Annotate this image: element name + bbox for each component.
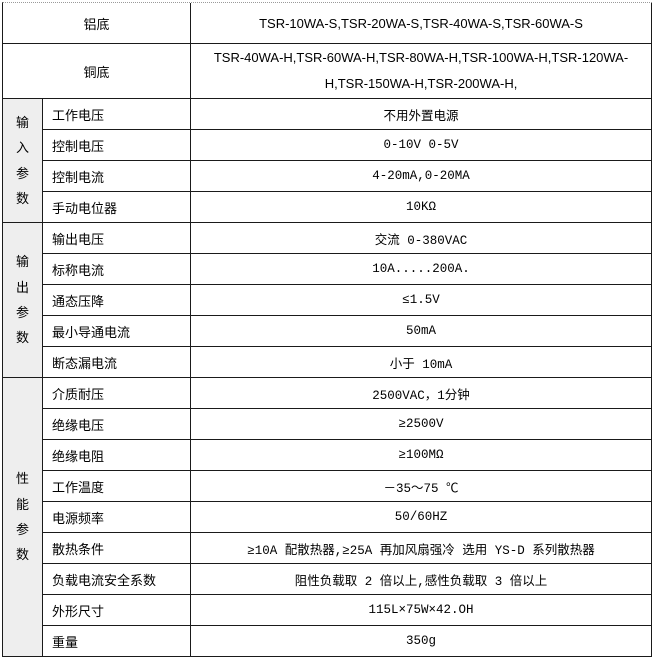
group-header-performance-params: 性能参数 [3,378,43,657]
param-value: 0-10V 0-5V [191,130,653,161]
param-value: 阻性负载取 2 倍以上,感性负载取 3 倍以上 [191,564,653,595]
base-type-label: 铜底 [3,44,192,99]
param-value: －35～75 ℃ [191,471,653,502]
param-label: 控制电流 [43,161,192,192]
group-header-output-params: 输出参数 [3,223,43,378]
param-label: 最小导通电流 [43,316,192,347]
group-label: 性能参数 [15,471,29,563]
param-value: 小于 10mA [191,347,653,378]
param-label: 绝缘电压 [43,409,192,440]
param-label: 控制电压 [43,130,192,161]
param-label: 标称电流 [43,254,192,285]
table-row: 手动电位器 10KΩ [3,192,653,223]
table-row: 绝缘电阻 ≥100MΩ [3,440,653,471]
param-value: 10A.....200A. [191,254,653,285]
table-row: 通态压降 ≤1.5V [3,285,653,316]
table-row: 外形尺寸 115L×75W×42.OH [3,595,653,626]
param-label: 重量 [43,626,192,657]
table-row: 输出参数 输出电压 交流 0-380VAC [3,223,653,378]
param-label: 断态漏电流 [43,347,192,378]
table-row: 性能参数 介质耐压 2500VAC，1分钟 [3,378,653,657]
param-value: 350g [191,626,653,657]
table-row: 标称电流 10A.....200A. [3,254,653,285]
table-row: 散热条件 ≥10A 配散热器,≥25A 再加风扇强冷 选用 YS-D 系列散热器 [3,533,653,564]
param-value: ≥100MΩ [191,440,653,471]
table-row: 最小导通电流 50mA [3,316,653,347]
param-label: 手动电位器 [43,192,192,223]
param-value: 不用外置电源 [191,99,653,130]
param-label: 工作电压 [43,99,192,130]
param-value: 115L×75W×42.OH [191,595,653,626]
param-label: 介质耐压 [43,378,192,409]
param-value: 4-20mA,0-20MA [191,161,653,192]
param-value: ≤1.5V [191,285,653,316]
table-row: 控制电压 0-10V 0-5V [3,130,653,161]
model-list: TSR-40WA-H,TSR-60WA-H,TSR-80WA-H,TSR-100… [191,44,653,99]
param-label: 散热条件 [43,533,192,564]
param-label: 输出电压 [43,223,192,254]
group-label: 输出参数 [15,254,29,346]
table-row-copper-base: 铜底 TSR-40WA-H,TSR-60WA-H,TSR-80WA-H,TSR-… [3,44,653,99]
param-value: 10KΩ [191,192,653,223]
param-value: 50mA [191,316,653,347]
table-row: 断态漏电流 小于 10mA [3,347,653,378]
table-row: 绝缘电压 ≥2500V [3,409,653,440]
table-row: 负载电流安全系数 阻性负载取 2 倍以上,感性负载取 3 倍以上 [3,564,653,595]
group-header-input-params: 输入参数 [3,99,43,223]
param-value: ≥2500V [191,409,653,440]
param-value: 交流 0-380VAC [191,223,653,254]
table-row: 控制电流 4-20mA,0-20MA [3,161,653,192]
param-value: ≥10A 配散热器,≥25A 再加风扇强冷 选用 YS-D 系列散热器 [191,533,653,564]
param-label: 通态压降 [43,285,192,316]
model-list: TSR-10WA-S,TSR-20WA-S,TSR-40WA-S,TSR-60W… [191,3,653,44]
table-row: 输入参数 工作电压 不用外置电源 [3,99,653,223]
group-label: 输入参数 [15,114,29,206]
param-label: 外形尺寸 [43,595,192,626]
table-row: 电源频率 50/60HZ [3,502,653,533]
param-label: 电源频率 [43,502,192,533]
param-label: 负载电流安全系数 [43,564,192,595]
param-label: 绝缘电阻 [43,440,192,471]
param-value: 2500VAC，1分钟 [191,378,653,409]
param-label: 工作温度 [43,471,192,502]
table-row: 重量 350g [3,626,653,657]
param-value: 50/60HZ [191,502,653,533]
table-row: 工作温度 －35～75 ℃ [3,471,653,502]
base-type-label: 铝底 [3,3,192,44]
table-row-aluminum-base: 铝底 TSR-10WA-S,TSR-20WA-S,TSR-40WA-S,TSR-… [3,3,653,44]
